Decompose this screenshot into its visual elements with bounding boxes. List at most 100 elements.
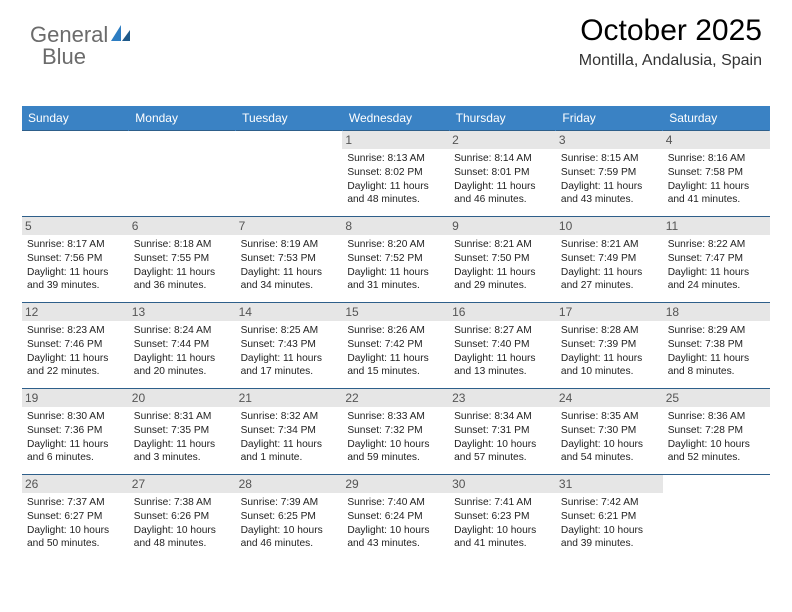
day-number: 2: [449, 131, 556, 149]
calendar-cell: 6Sunrise: 8:18 AMSunset: 7:55 PMDaylight…: [129, 217, 236, 303]
calendar-cell: 16 Sunrise: 8:27 AMSunset: 7:40 PMDayligh…: [449, 303, 556, 389]
dayhdr-0: Sunday: [22, 106, 129, 131]
day-detail: Sunrise: 8:26 AMSunset: 7:42 PMDaylight:…: [347, 324, 444, 379]
sunset-text: Sunset: 7:52 PM: [347, 252, 444, 266]
calendar-cell: 19Sunrise: 8:30 AMSunset: 7:36 PMDayligh…: [22, 389, 129, 475]
day-number: 19: [22, 389, 129, 407]
day-number: 30: [449, 475, 556, 493]
day-number: 28: [236, 475, 343, 493]
dayhdr-1: Monday: [129, 106, 236, 131]
day-number: 31: [556, 475, 663, 493]
sunset-text: Sunset: 7:38 PM: [668, 338, 765, 352]
sunset-text: Sunset: 7:53 PM: [241, 252, 338, 266]
sunset-text: Sunset: 6:27 PM: [27, 510, 124, 524]
calendar-cell: 21Sunrise: 8:32 AMSunset: 7:34 PMDayligh…: [236, 389, 343, 475]
sunset-text: Sunset: 7:42 PM: [347, 338, 444, 352]
header-right: October 2025 Montilla, Andalusia, Spain: [579, 14, 762, 70]
calendar-cell: 24Sunrise: 8:35 AMSunset: 7:30 PMDayligh…: [556, 389, 663, 475]
sunset-text: Sunset: 7:40 PM: [454, 338, 551, 352]
day-detail: Sunrise: 8:18 AMSunset: 7:55 PMDaylight:…: [134, 238, 231, 293]
sunrise-text: Sunrise: 8:28 AM: [561, 324, 658, 338]
day-detail: Sunrise: 7:42 AMSunset: 6:21 PMDaylight:…: [561, 496, 658, 551]
calendar-cell: 9Sunrise: 8:21 AMSunset: 7:50 PMDaylight…: [449, 217, 556, 303]
logo-sail-icon: [110, 23, 132, 48]
day-detail: Sunrise: 7:40 AMSunset: 6:24 PMDaylight:…: [347, 496, 444, 551]
daylight-text: Daylight: 11 hours and 15 minutes.: [347, 352, 444, 380]
day-detail: Sunrise: 8:36 AMSunset: 7:28 PMDaylight:…: [668, 410, 765, 465]
calendar-cell: 4 Sunrise: 8:16 AMSunset: 7:58 PMDaylight…: [663, 131, 770, 217]
day-detail: Sunrise: 8:13 AMSunset: 8:02 PMDaylight:…: [347, 152, 444, 207]
sunset-text: Sunset: 7:31 PM: [454, 424, 551, 438]
calendar-cell: [129, 131, 236, 217]
sunset-text: Sunset: 7:50 PM: [454, 252, 551, 266]
sunrise-text: Sunrise: 8:22 AM: [668, 238, 765, 252]
sunset-text: Sunset: 7:39 PM: [561, 338, 658, 352]
day-detail: Sunrise: 7:38 AMSunset: 6:26 PMDaylight:…: [134, 496, 231, 551]
calendar-cell: 10Sunrise: 8:21 AMSunset: 7:49 PMDayligh…: [556, 217, 663, 303]
sunset-text: Sunset: 7:35 PM: [134, 424, 231, 438]
day-detail: Sunrise: 8:27 AMSunset: 7:40 PMDaylight:…: [454, 324, 551, 379]
day-detail: Sunrise: 8:35 AMSunset: 7:30 PMDaylight:…: [561, 410, 658, 465]
day-detail: Sunrise: 8:16 AMSunset: 7:58 PMDaylight:…: [668, 152, 765, 207]
day-number: 13: [129, 303, 236, 321]
sunrise-text: Sunrise: 8:20 AM: [347, 238, 444, 252]
day-number: 16: [449, 303, 556, 321]
calendar-cell: [663, 475, 770, 561]
sunrise-text: Sunrise: 8:21 AM: [561, 238, 658, 252]
daylight-text: Daylight: 10 hours and 43 minutes.: [347, 524, 444, 552]
sunrise-text: Sunrise: 8:36 AM: [668, 410, 765, 424]
sunset-text: Sunset: 6:26 PM: [134, 510, 231, 524]
day-detail: Sunrise: 8:24 AMSunset: 7:44 PMDaylight:…: [134, 324, 231, 379]
day-number: 4: [663, 131, 770, 149]
daylight-text: Daylight: 11 hours and 27 minutes.: [561, 266, 658, 294]
sunset-text: Sunset: 7:32 PM: [347, 424, 444, 438]
day-number: 11: [663, 217, 770, 235]
day-number: 18: [663, 303, 770, 321]
day-detail: Sunrise: 8:29 AMSunset: 7:38 PMDaylight:…: [668, 324, 765, 379]
day-detail: Sunrise: 8:33 AMSunset: 7:32 PMDaylight:…: [347, 410, 444, 465]
calendar-cell: 17Sunrise: 8:28 AMSunset: 7:39 PMDayligh…: [556, 303, 663, 389]
logo-word2-wrap: Blue: [42, 44, 86, 70]
dayhdr-3: Wednesday: [342, 106, 449, 131]
sunrise-text: Sunrise: 8:34 AM: [454, 410, 551, 424]
day-number: 22: [342, 389, 449, 407]
calendar-cell: 18 Sunrise: 8:29 AMSunset: 7:38 PMDayligh…: [663, 303, 770, 389]
sunset-text: Sunset: 7:59 PM: [561, 166, 658, 180]
calendar-row: 26Sunrise: 7:37 AMSunset: 6:27 PMDayligh…: [22, 475, 770, 561]
daylight-text: Daylight: 11 hours and 8 minutes.: [668, 352, 765, 380]
day-number: 12: [22, 303, 129, 321]
sunset-text: Sunset: 7:46 PM: [27, 338, 124, 352]
daylight-text: Daylight: 10 hours and 48 minutes.: [134, 524, 231, 552]
day-number: 8: [342, 217, 449, 235]
day-detail: Sunrise: 8:22 AMSunset: 7:47 PMDaylight:…: [668, 238, 765, 293]
daylight-text: Daylight: 10 hours and 39 minutes.: [561, 524, 658, 552]
day-detail: Sunrise: 8:20 AMSunset: 7:52 PMDaylight:…: [347, 238, 444, 293]
calendar-cell: 14Sunrise: 8:25 AMSunset: 7:43 PMDayligh…: [236, 303, 343, 389]
calendar-cell: 7Sunrise: 8:19 AMSunset: 7:53 PMDaylight…: [236, 217, 343, 303]
sunrise-text: Sunrise: 8:24 AM: [134, 324, 231, 338]
day-number: 5: [22, 217, 129, 235]
day-number: 15: [342, 303, 449, 321]
calendar-cell: 13 Sunrise: 8:24 AMSunset: 7:44 PMDayligh…: [129, 303, 236, 389]
sunset-text: Sunset: 6:23 PM: [454, 510, 551, 524]
sunrise-text: Sunrise: 8:25 AM: [241, 324, 338, 338]
sunset-text: Sunset: 7:56 PM: [27, 252, 124, 266]
calendar-table: Sunday Monday Tuesday Wednesday Thursday…: [22, 106, 770, 561]
calendar-cell: 1Sunrise: 8:13 AMSunset: 8:02 PMDaylight…: [342, 131, 449, 217]
day-number: 29: [342, 475, 449, 493]
day-detail: Sunrise: 8:28 AMSunset: 7:39 PMDaylight:…: [561, 324, 658, 379]
sunrise-text: Sunrise: 8:17 AM: [27, 238, 124, 252]
calendar-cell: 12Sunrise: 8:23 AMSunset: 7:46 PMDayligh…: [22, 303, 129, 389]
calendar-cell: [22, 131, 129, 217]
calendar-cell: 20Sunrise: 8:31 AMSunset: 7:35 PMDayligh…: [129, 389, 236, 475]
sunset-text: Sunset: 7:58 PM: [668, 166, 765, 180]
day-detail: Sunrise: 8:25 AMSunset: 7:43 PMDaylight:…: [241, 324, 338, 379]
daylight-text: Daylight: 11 hours and 17 minutes.: [241, 352, 338, 380]
sunrise-text: Sunrise: 8:18 AM: [134, 238, 231, 252]
day-detail: Sunrise: 7:37 AMSunset: 6:27 PMDaylight:…: [27, 496, 124, 551]
day-number: 3: [556, 131, 663, 149]
sunrise-text: Sunrise: 8:27 AM: [454, 324, 551, 338]
calendar-row: 12Sunrise: 8:23 AMSunset: 7:46 PMDayligh…: [22, 303, 770, 389]
daylight-text: Daylight: 11 hours and 43 minutes.: [561, 180, 658, 208]
sunrise-text: Sunrise: 8:13 AM: [347, 152, 444, 166]
